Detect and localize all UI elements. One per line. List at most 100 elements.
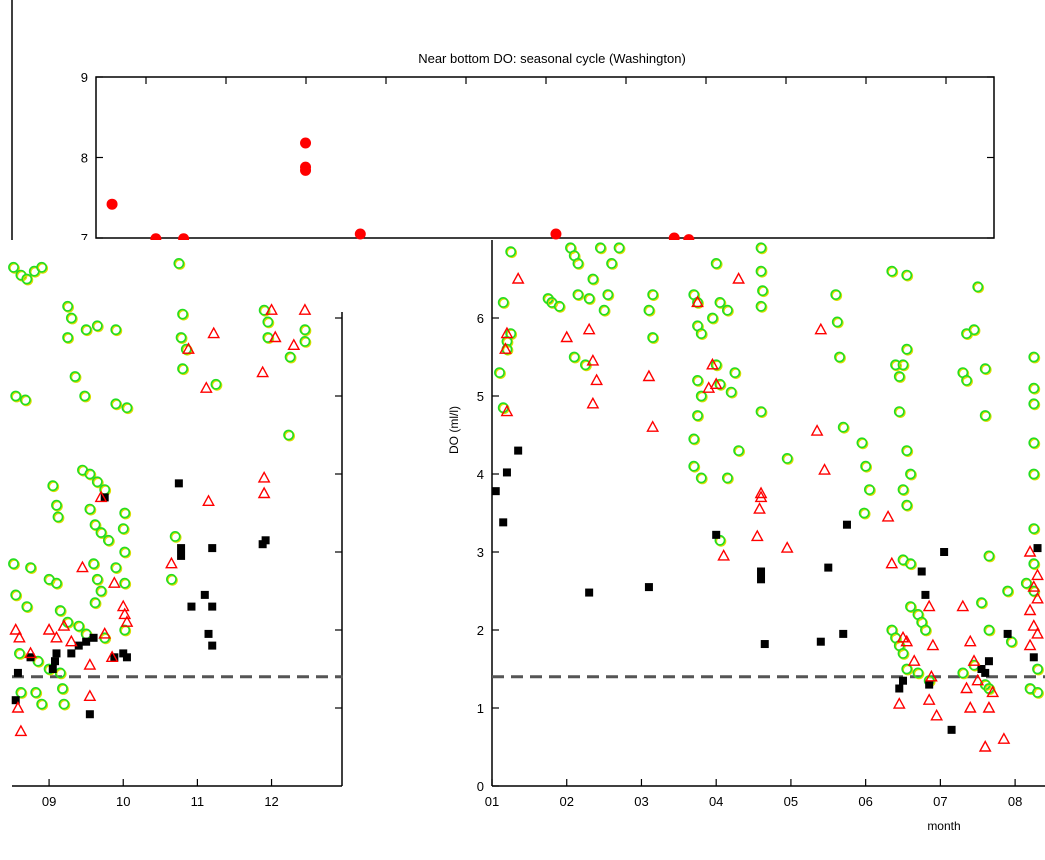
left-green-circle-point-71: [299, 335, 311, 347]
right-black-square-point-12: [839, 629, 848, 638]
right-black-square-point-10: [816, 637, 825, 646]
left-green-circle-point-58: [173, 257, 185, 269]
left-green-circle-shadow-70: [300, 325, 312, 337]
right-green-circle-shadow-19: [599, 305, 611, 317]
right-green-circle-shadow-104: [1029, 438, 1041, 450]
right-green-circle-point-5: [494, 367, 505, 378]
right-green-circle-shadow-58: [859, 508, 871, 520]
left-red-triangle-point-2: [24, 646, 37, 659]
left-green-circle-point-5: [10, 390, 22, 402]
left-green-circle-shadow-55: [58, 684, 69, 695]
right-green-circle-point-66: [901, 343, 913, 355]
right-black-square-point-14: [895, 684, 904, 693]
left-red-triangle-point-13: [98, 626, 112, 639]
right-green-circle-point-78: [905, 601, 916, 612]
right-green-circle-shadow-64: [894, 372, 906, 383]
left-black-square-point-0: [11, 696, 20, 705]
right-green-circle-shadow-62: [902, 270, 914, 282]
left-green-circle-point-43: [54, 605, 66, 616]
left-red-triangle-point-1: [13, 630, 26, 643]
right-green-circle-shadow-99: [1003, 586, 1015, 598]
right-black-square-point-11: [824, 563, 833, 572]
left-green-circle-shadow-7: [63, 301, 75, 313]
right-green-circle-shadow-1: [498, 297, 510, 309]
right-green-circle-shadow-29: [696, 329, 708, 340]
right-black-square-point-26: [1033, 544, 1042, 553]
right-green-circle-point-77: [897, 648, 909, 659]
right-green-circle-point-20: [602, 289, 614, 300]
right-green-circle-shadow-22: [581, 360, 592, 372]
right-green-circle-shadow-20: [603, 290, 615, 301]
right-green-circle-point-58: [858, 507, 870, 519]
right-red-triangle-point-14: [709, 377, 723, 389]
right-green-circle-point-110: [1032, 663, 1043, 675]
left-green-circle-point-38: [89, 597, 101, 609]
left-black-square-point-20: [208, 602, 217, 611]
right-green-circle-shadow-33: [693, 375, 704, 387]
right-green-circle-shadow-57: [857, 438, 869, 450]
right-red-triangle-point-32: [925, 669, 938, 682]
left-green-circle-point-32: [25, 562, 36, 573]
right-black-square-point-17: [921, 590, 930, 599]
left-green-circle-shadow-49: [15, 649, 26, 660]
left-green-circle-shadow-66: [259, 305, 271, 317]
left-black-square-point-10: [89, 633, 98, 642]
right-green-circle-point-50: [755, 300, 767, 312]
left-xtick-label-0: 09: [42, 794, 56, 809]
top-red-filled-point-5: [300, 164, 312, 176]
right-red-triangle-point-47: [1031, 568, 1044, 581]
right-ytick-label-2: 2: [477, 623, 484, 638]
right-green-circle-shadow-5: [495, 368, 506, 379]
left-red-triangle-point-19: [182, 342, 195, 354]
right-green-circle-shadow-61: [887, 266, 899, 278]
right-green-circle-shadow-107: [1029, 559, 1041, 571]
right-red-triangle-point-51: [1027, 619, 1041, 631]
right-red-triangle-point-33: [922, 693, 936, 705]
right-green-circle-shadow-60: [864, 485, 876, 496]
y-axis-label: DO (ml/l): [447, 406, 461, 454]
right-red-triangle-point-44: [986, 685, 1000, 698]
right-ytick-label-3: 3: [477, 545, 484, 560]
left-green-circle-shadow-2: [22, 274, 34, 286]
left-panel-points: [8, 257, 312, 737]
left-green-circle-point-41: [10, 589, 22, 601]
right-green-circle-shadow-65: [898, 360, 910, 372]
right-green-circle-point-44: [733, 445, 745, 456]
right-red-triangle-point-50: [1023, 603, 1037, 616]
right-green-circle-point-101: [1028, 351, 1040, 363]
right-black-square-point-3: [514, 446, 523, 455]
left-green-circle-point-27: [103, 534, 114, 546]
right-xtick-label-4: 05: [784, 794, 798, 809]
left-green-circle-shadow-71: [300, 336, 312, 348]
left-green-circle-shadow-56: [37, 699, 49, 711]
right-green-circle-shadow-73: [906, 559, 917, 571]
left-black-square-point-5: [52, 649, 61, 658]
right-green-circle-point-61: [886, 265, 898, 277]
left-xtick-label-3: 12: [264, 794, 278, 809]
right-green-circle-shadow-46: [715, 535, 727, 547]
right-green-circle-point-64: [893, 371, 905, 382]
right-red-triangle-point-38: [967, 654, 981, 666]
right-ytick-label-1: 1: [477, 701, 484, 716]
right-green-circle-shadow-94: [984, 625, 996, 637]
right-black-square-point-22: [981, 668, 990, 677]
left-green-circle-point-25: [89, 519, 101, 531]
left-green-circle-point-70: [299, 324, 311, 336]
left-green-circle-point-60: [175, 332, 187, 343]
right-green-circle-point-31: [714, 296, 726, 308]
left-green-circle-shadow-15: [111, 399, 123, 411]
right-green-circle-point-56: [837, 421, 849, 433]
left-green-circle-shadow-11: [92, 321, 104, 333]
right-green-circle-point-19: [598, 304, 610, 316]
left-green-circle-point-67: [262, 316, 274, 328]
left-green-circle-point-4: [36, 261, 48, 273]
left-green-circle-point-65: [166, 573, 177, 585]
left-green-circle-point-63: [210, 378, 222, 390]
left-red-triangle-point-18: [105, 650, 119, 662]
right-green-circle-shadow-14: [595, 243, 607, 255]
right-green-circle-point-68: [901, 445, 913, 456]
right-green-circle-point-103: [1028, 398, 1040, 410]
left-red-triangle-point-16: [118, 607, 132, 620]
left-green-circle-shadow-41: [11, 590, 23, 602]
